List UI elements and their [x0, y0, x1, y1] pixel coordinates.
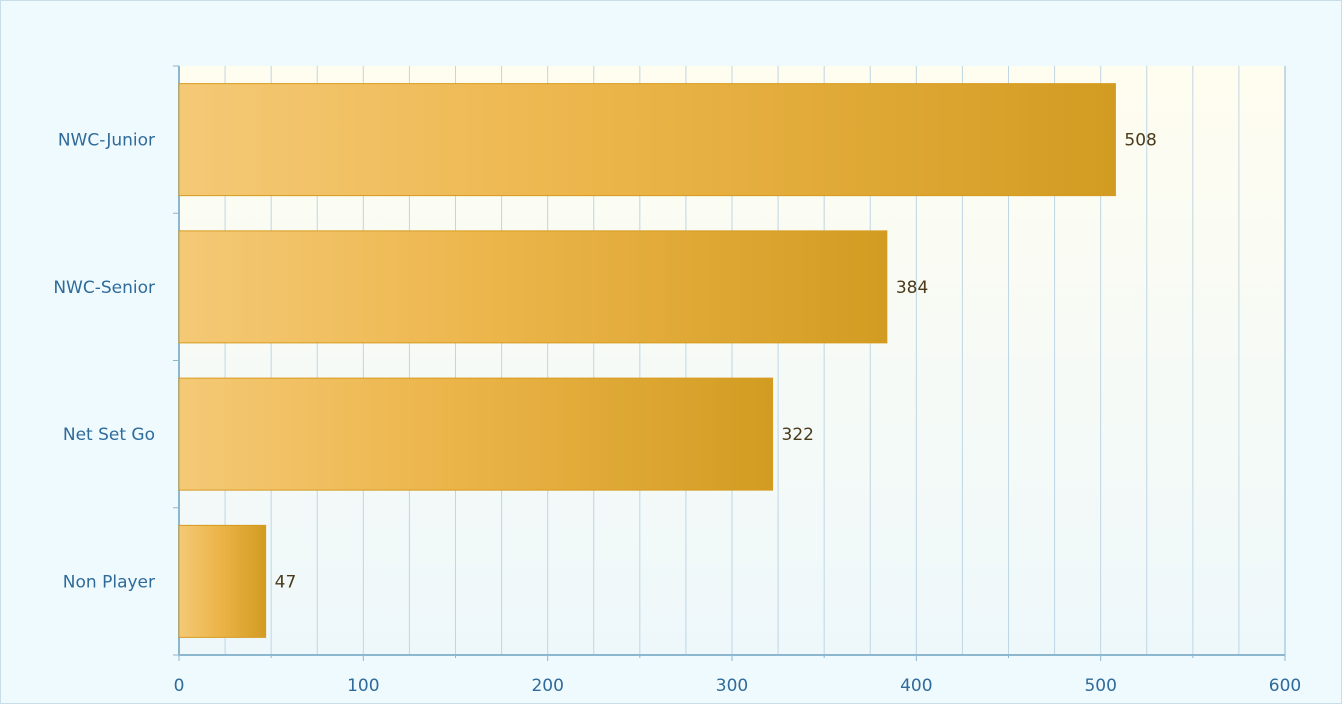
- bar: [178, 377, 774, 491]
- x-tick-label: 500: [1084, 676, 1116, 696]
- x-tick-label: 400: [900, 676, 932, 696]
- data-label: 322: [782, 425, 814, 445]
- data-label: 508: [1124, 131, 1156, 151]
- data-label: 384: [896, 278, 928, 298]
- bar: [178, 83, 1116, 197]
- x-tick-label: 300: [716, 676, 748, 696]
- category-label: Net Set Go: [63, 425, 155, 445]
- x-tick-label: 600: [1269, 676, 1301, 696]
- category-label: Non Player: [63, 572, 155, 592]
- bar: [178, 524, 267, 638]
- category-label: NWC-Senior: [53, 278, 155, 298]
- x-tick-label: 200: [531, 676, 563, 696]
- bar: [178, 230, 888, 344]
- category-label: NWC-Junior: [58, 131, 155, 151]
- data-label: 47: [275, 572, 297, 592]
- x-tick-label: 100: [347, 676, 379, 696]
- x-tick-label: 0: [174, 676, 185, 696]
